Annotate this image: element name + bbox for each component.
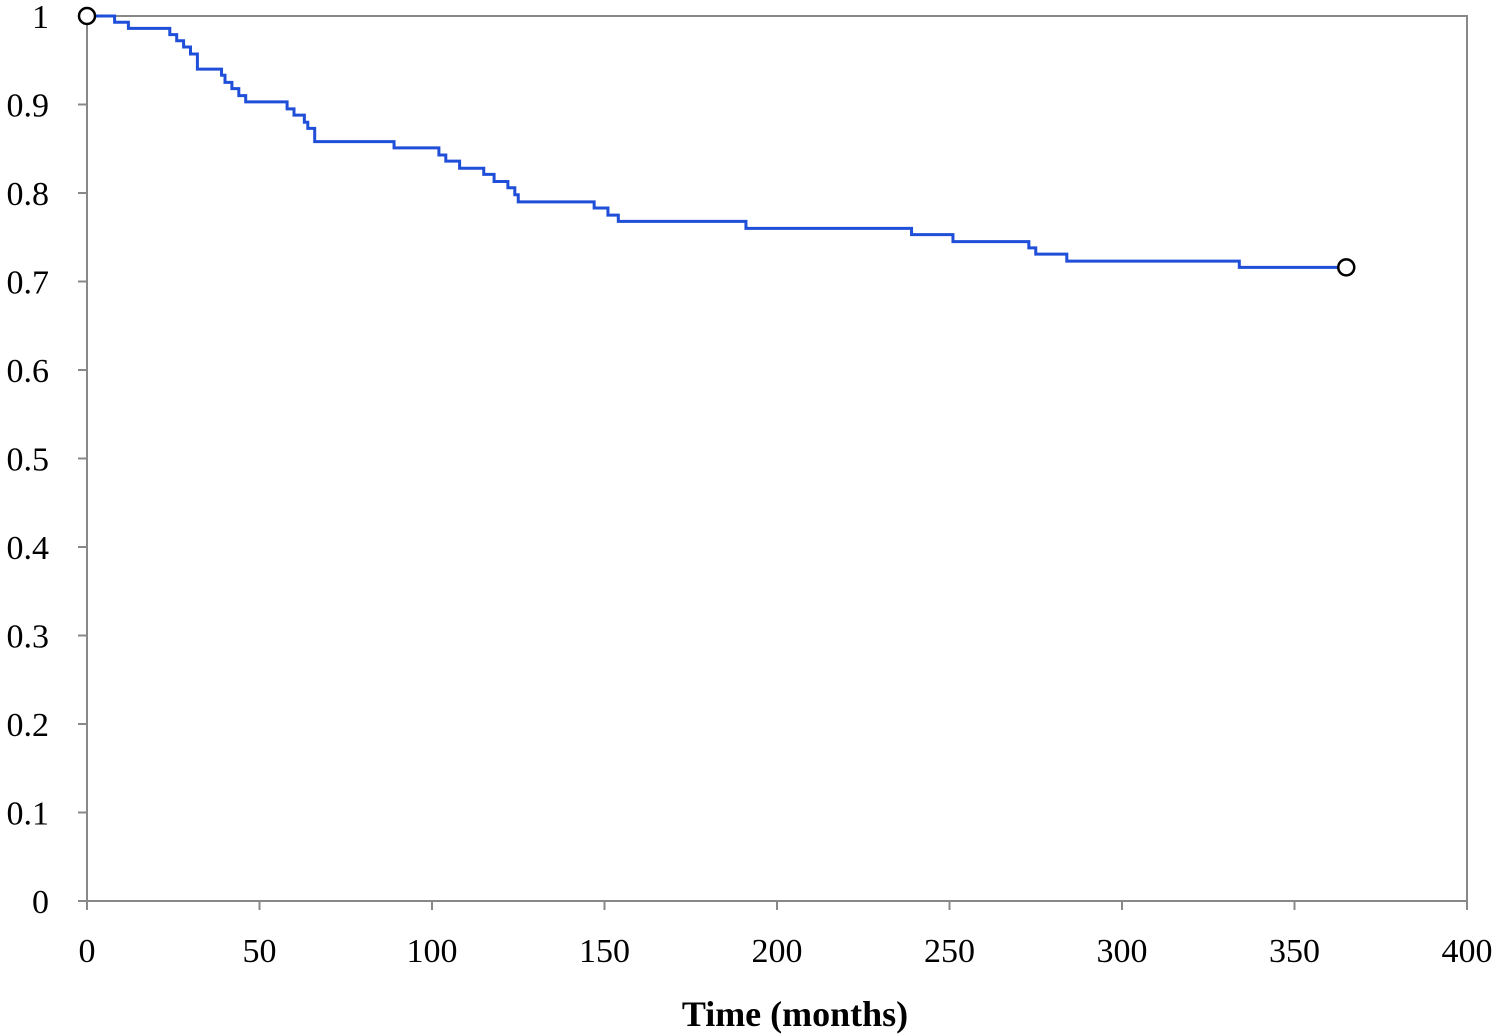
censor-marker: [77, 6, 97, 26]
y-tick-label: 0.3: [7, 619, 50, 656]
y-tick-label: 0: [32, 884, 49, 921]
tick-marks: [78, 15, 1468, 910]
y-tick-label: 0.8: [7, 176, 50, 213]
x-tick-labels: 0 50 100 150 200 250 300 350 400: [79, 933, 1493, 970]
x-tick-label: 150: [579, 933, 630, 970]
x-tick-label: 0: [79, 933, 96, 970]
y-tick-label: 0.1: [7, 796, 50, 833]
survival-curve: [87, 14, 1347, 269]
y-tick-label: 0.6: [7, 353, 50, 390]
censor-marker: [1337, 258, 1356, 277]
x-tick-label: 250: [924, 933, 975, 970]
x-tick-label: 100: [407, 933, 458, 970]
x-tick-label: 350: [1269, 933, 1320, 970]
series-group: [87, 14, 1347, 269]
y-tick-label: 1: [32, 0, 49, 36]
y-tick-label: 0.5: [7, 442, 50, 479]
x-tick-label: 400: [1442, 933, 1493, 970]
y-tick-label: 0.9: [7, 88, 50, 125]
y-tick-label: 0.4: [7, 530, 50, 567]
x-tick-label: 200: [752, 933, 803, 970]
y-tick-labels: 0 0.1 0.2 0.3 0.4 0.5 0.6 0.7 0.8 0.9 1: [7, 0, 50, 921]
marker-group: [77, 6, 1356, 277]
axes: [86, 15, 1468, 902]
x-axis-title: Time (months): [682, 994, 908, 1034]
plot-frame: [86, 15, 1468, 902]
x-tick-label: 300: [1097, 933, 1148, 970]
y-tick-label: 0.7: [7, 265, 50, 302]
y-tick-label: 0.2: [7, 707, 50, 744]
x-tick-label: 50: [243, 933, 277, 970]
